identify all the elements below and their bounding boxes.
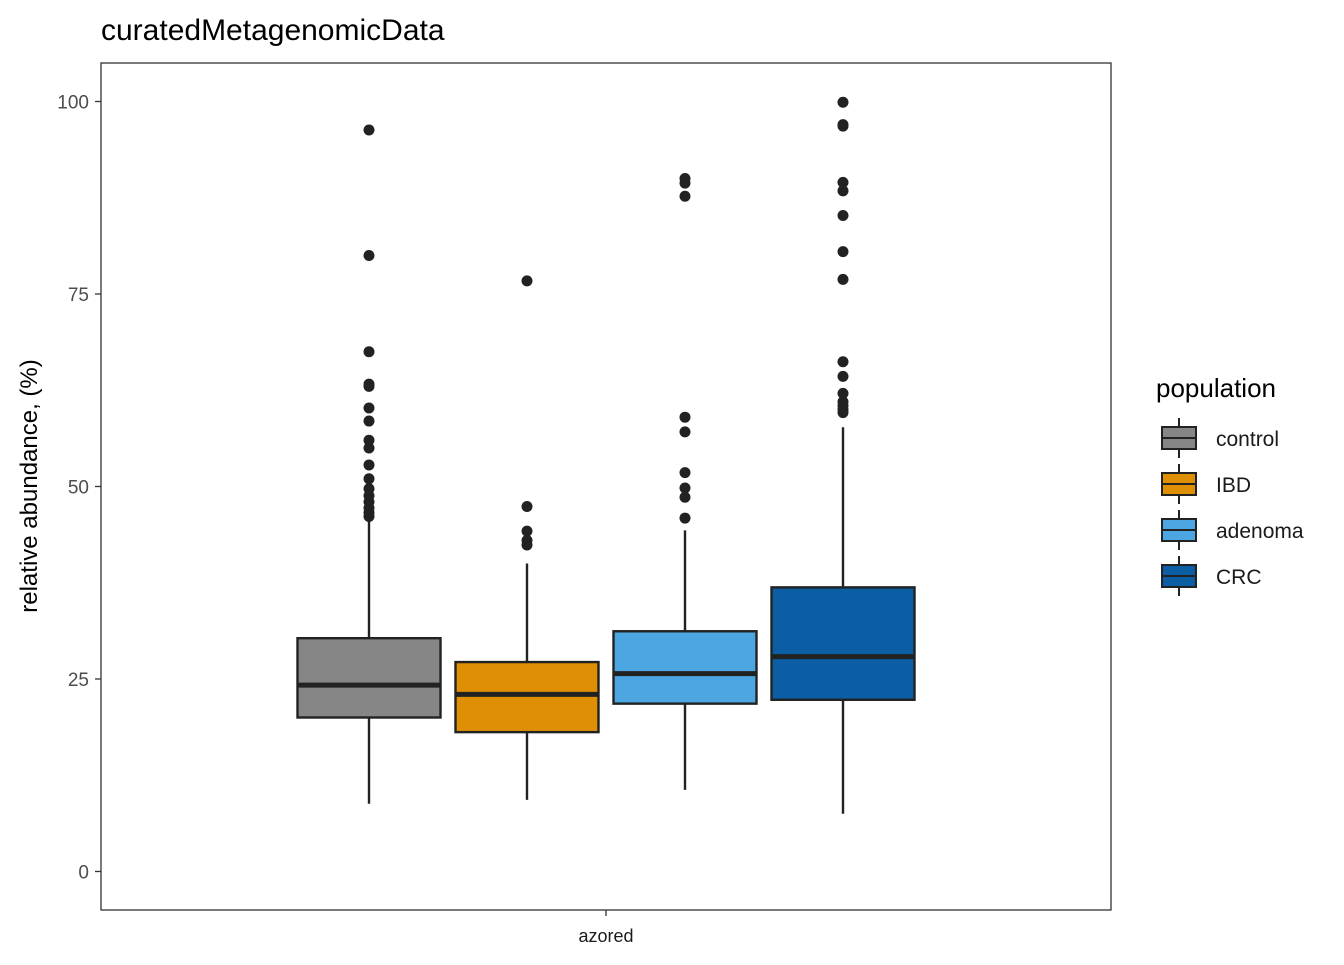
outlier-point bbox=[679, 177, 691, 189]
outlier-point bbox=[363, 250, 375, 261]
box-iqr bbox=[454, 660, 600, 734]
y-tick-label: 100 bbox=[57, 93, 89, 114]
outlier-point bbox=[679, 426, 691, 438]
outlier-point bbox=[837, 370, 849, 382]
outlier-point bbox=[363, 124, 375, 136]
outlier-point bbox=[363, 402, 375, 414]
box-iqr bbox=[612, 630, 758, 705]
outlier-point bbox=[837, 185, 849, 197]
y-tick-label: 75 bbox=[68, 285, 89, 306]
outlier-point bbox=[679, 512, 691, 524]
y-tick-label: 0 bbox=[78, 863, 89, 884]
outlier-point bbox=[521, 501, 533, 513]
legend-item-ibd: IBD bbox=[1161, 464, 1251, 504]
outlier-point bbox=[363, 442, 375, 454]
outlier-point bbox=[837, 209, 849, 221]
outlier-point bbox=[521, 525, 533, 537]
outlier-point bbox=[521, 275, 533, 287]
outlier-point bbox=[837, 96, 849, 108]
outlier-point bbox=[679, 491, 691, 503]
y-tick-label: 50 bbox=[68, 478, 89, 499]
outlier-point bbox=[521, 539, 533, 551]
legend-label: IBD bbox=[1216, 474, 1251, 497]
legend-label: CRC bbox=[1216, 566, 1262, 589]
outlier-point bbox=[837, 356, 849, 368]
box-iqr bbox=[770, 586, 916, 701]
outlier-point bbox=[363, 473, 375, 485]
outlier-point bbox=[837, 273, 849, 285]
outlier-point bbox=[837, 246, 849, 258]
legend-item-control: control bbox=[1161, 418, 1279, 458]
outlier-point bbox=[679, 482, 691, 494]
outlier-point bbox=[837, 387, 849, 399]
box-group-crc bbox=[770, 96, 916, 814]
outlier-point bbox=[363, 459, 375, 471]
outlier-point bbox=[837, 407, 849, 419]
legend-title: population bbox=[1156, 373, 1276, 403]
legend-label: control bbox=[1216, 428, 1279, 451]
box-iqr bbox=[296, 636, 442, 719]
legend-label: adenoma bbox=[1216, 520, 1304, 543]
x-tick-label: azored bbox=[578, 926, 633, 946]
legend-item-crc: CRC bbox=[1161, 556, 1262, 596]
box-group-adenoma bbox=[612, 173, 758, 790]
chart-title: curatedMetagenomicData bbox=[101, 14, 445, 47]
outlier-point bbox=[363, 380, 375, 392]
outlier-point bbox=[679, 190, 691, 202]
outlier-point bbox=[363, 434, 375, 446]
outlier-point bbox=[679, 467, 691, 479]
outlier-point bbox=[363, 511, 375, 523]
outlier-point bbox=[837, 176, 849, 188]
outlier-point bbox=[363, 346, 375, 358]
outlier-point bbox=[837, 120, 849, 132]
box-group-ibd bbox=[454, 275, 600, 800]
plot-panel bbox=[100, 62, 1112, 911]
y-tick-label: 25 bbox=[68, 670, 89, 691]
box-group-control bbox=[296, 124, 442, 804]
outlier-point bbox=[363, 415, 375, 427]
legend-item-adenoma: adenoma bbox=[1161, 510, 1304, 550]
y-axis-title: relative abundance, (%) bbox=[16, 359, 43, 612]
outlier-point bbox=[679, 411, 691, 423]
